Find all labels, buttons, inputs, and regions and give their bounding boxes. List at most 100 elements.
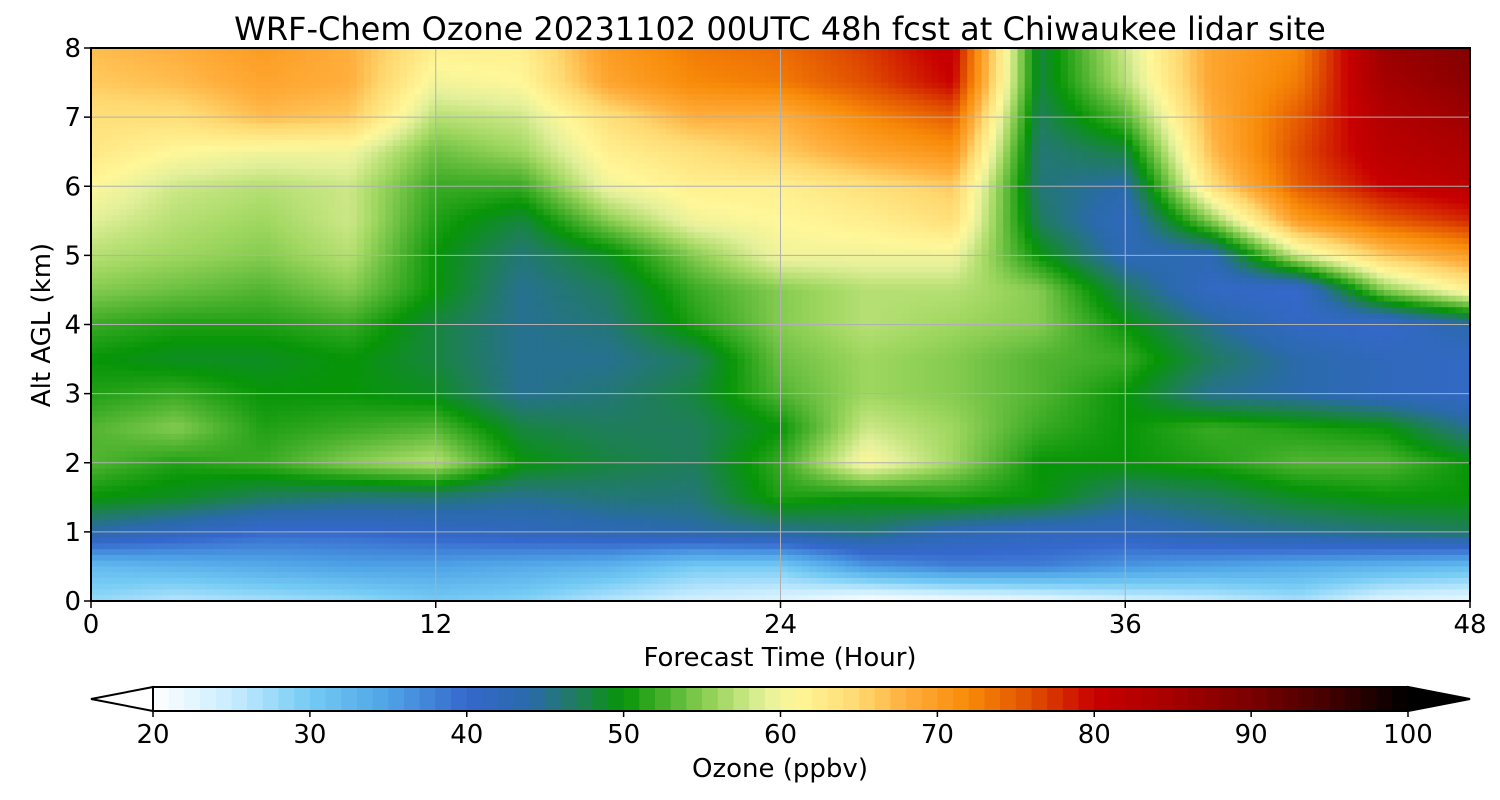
heatmap-cell (931, 192, 940, 199)
heatmap-cell (414, 163, 422, 170)
heatmap-cell (284, 192, 293, 199)
heatmap-cell (945, 65, 954, 72)
heatmap-cell (1268, 111, 1277, 118)
heatmap-cell (392, 94, 401, 101)
heatmap-cell (1455, 128, 1464, 136)
heatmap-cell (1455, 157, 1464, 164)
heatmap-cell (837, 174, 846, 182)
heatmap-cell (277, 99, 286, 107)
heatmap-cell (1053, 128, 1062, 136)
heatmap-cell (938, 122, 947, 130)
heatmap-cell (385, 157, 394, 164)
heatmap-cell (967, 59, 976, 66)
heatmap-cell (744, 151, 753, 159)
heatmap-cell (744, 117, 753, 124)
heatmap-cell (521, 168, 530, 176)
heatmap-cell (888, 174, 897, 182)
heatmap-cell (1211, 145, 1220, 153)
heatmap-cell (363, 192, 372, 199)
heatmap-cell (457, 53, 466, 61)
heatmap-cell (629, 128, 638, 136)
heatmap-cell (787, 76, 796, 84)
heatmap-cell (823, 82, 832, 89)
heatmap-cell (198, 174, 207, 182)
heatmap-cell (392, 134, 401, 141)
heatmap-cell (191, 151, 200, 159)
heatmap-cell (478, 53, 487, 61)
heatmap-cell (579, 151, 588, 159)
heatmap-cell (457, 180, 466, 187)
heatmap-cell (974, 53, 983, 61)
heatmap-cell (1390, 65, 1399, 72)
heatmap-cell (1053, 53, 1062, 61)
heatmap-cell (1096, 168, 1105, 176)
heatmap-cell (931, 157, 940, 164)
heatmap-cell (687, 186, 695, 193)
heatmap-cell (1398, 71, 1406, 78)
heatmap-cell (1326, 128, 1335, 136)
heatmap-cell (471, 48, 480, 55)
heatmap-cell (191, 122, 200, 130)
heatmap-cell (1333, 140, 1342, 147)
heatmap-cell (91, 105, 99, 112)
heatmap-cell (1448, 111, 1457, 118)
heatmap-cell (428, 111, 437, 118)
heatmap-cell (98, 192, 106, 199)
heatmap-cell (134, 140, 142, 147)
heatmap-cell (744, 48, 753, 55)
heatmap-cell (421, 105, 430, 112)
heatmap-cell (1003, 76, 1011, 84)
heatmap-cell (1232, 180, 1241, 187)
heatmap-cell (486, 94, 494, 101)
heatmap-cell (758, 59, 767, 66)
heatmap-cell (521, 192, 530, 199)
heatmap-cell (299, 140, 308, 147)
heatmap-cell (1311, 71, 1320, 78)
heatmap-cell (306, 134, 315, 141)
heatmap-cell (974, 186, 983, 193)
heatmap-cell (565, 111, 573, 118)
heatmap-cell (586, 168, 595, 176)
heatmap-cell (1276, 76, 1284, 84)
heatmap-cell (687, 140, 695, 147)
heatmap-cell (1347, 157, 1356, 164)
heatmap-cell (1003, 88, 1011, 95)
heatmap-cell (794, 111, 803, 118)
heatmap-cell (701, 157, 710, 164)
heatmap-cell (471, 71, 480, 78)
heatmap-cell (119, 82, 128, 89)
heatmap-cell (119, 134, 128, 141)
heatmap-cell (586, 163, 595, 170)
heatmap-cell (421, 65, 430, 72)
heatmap-cell (651, 174, 659, 182)
heatmap-cell (1319, 186, 1327, 193)
heatmap-cell (1390, 99, 1399, 107)
heatmap-cell (105, 99, 114, 107)
heatmap-cell (1268, 163, 1277, 170)
heatmap-cell (916, 99, 925, 107)
heatmap-cell (292, 140, 300, 147)
heatmap-cell (126, 82, 135, 89)
heatmap-cell (378, 88, 387, 95)
heatmap-cell (1347, 88, 1356, 95)
heatmap-cell (1254, 168, 1263, 176)
heatmap-cell (967, 88, 976, 95)
heatmap-cell (148, 122, 157, 130)
heatmap-cell (909, 48, 918, 55)
heatmap-cell (399, 111, 408, 118)
heatmap-cell (1182, 99, 1191, 107)
heatmap-cell (687, 163, 695, 170)
heatmap-cell (794, 48, 803, 55)
heatmap-cell (234, 168, 243, 176)
heatmap-cell (751, 180, 760, 187)
heatmap-cell (952, 151, 961, 159)
heatmap-cell (1204, 99, 1213, 107)
heatmap-cell (119, 186, 128, 193)
heatmap-cell (744, 122, 753, 130)
heatmap-cell (328, 82, 336, 89)
heatmap-cell (292, 59, 300, 66)
heatmap-cell (112, 174, 121, 182)
heatmap-cell (198, 99, 207, 107)
heatmap-cell (227, 122, 236, 130)
heatmap-cell (220, 76, 229, 84)
